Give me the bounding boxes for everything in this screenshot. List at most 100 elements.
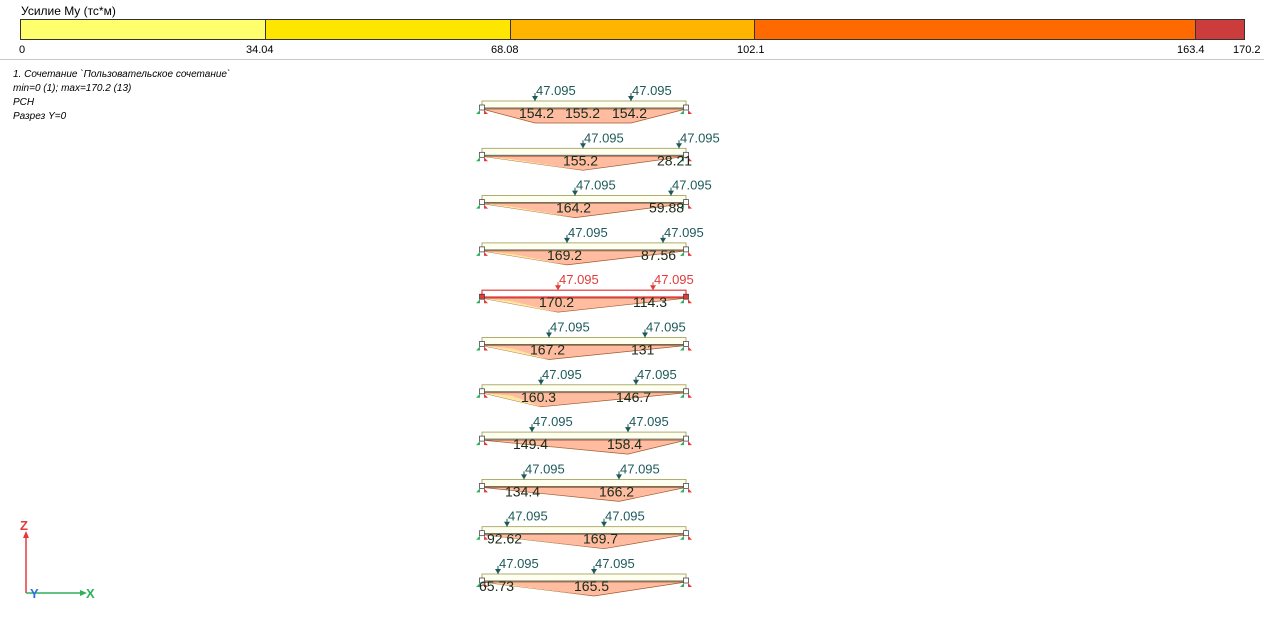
- load-value-label: 47.095: [620, 461, 660, 476]
- moment-value-label: 166.2: [599, 483, 634, 499]
- node-square-icon: [479, 246, 485, 253]
- load-arrow-icon: [591, 569, 597, 574]
- support-icon: [476, 488, 480, 493]
- load-arrow-icon: [628, 96, 634, 101]
- load-value-label: 47.095: [672, 178, 712, 193]
- moment-value-label: 59.88: [649, 200, 684, 216]
- load-value-label: 47.095: [654, 272, 694, 287]
- scale-tick-label: 34.04: [246, 44, 274, 56]
- support-icon: [680, 488, 684, 493]
- support-icon: [484, 110, 488, 114]
- load-arrow-icon: [529, 427, 535, 433]
- x-axis-arrow-icon: [80, 590, 87, 596]
- load-value-label: 47.095: [533, 414, 573, 429]
- support-icon: [680, 204, 684, 209]
- support-icon: [680, 110, 684, 114]
- load-value-label: 47.095: [629, 414, 669, 429]
- support-icon: [484, 583, 488, 587]
- load-value-label: 47.095: [559, 272, 599, 287]
- load-value-label: 47.095: [605, 509, 645, 524]
- support-icon: [688, 583, 692, 587]
- support-icon: [688, 299, 692, 304]
- support-icon: [476, 157, 480, 162]
- load-arrow-icon: [625, 427, 631, 433]
- load-arrow-icon: [532, 96, 538, 101]
- load-value-label: 47.095: [550, 320, 590, 335]
- load-arrow-icon: [495, 569, 501, 574]
- moment-value-label: 155.2: [565, 105, 600, 121]
- node-square-icon: [479, 151, 485, 158]
- node-square-icon: [683, 577, 689, 584]
- axis-triad: Z Y X: [20, 518, 95, 601]
- scale-tick-label: 163.4: [1177, 44, 1205, 56]
- z-axis-label: Z: [20, 518, 28, 533]
- moment-diagram: [481, 108, 687, 124]
- node-square-icon: [683, 435, 689, 442]
- node-square-icon: [479, 104, 485, 111]
- support-icon: [688, 157, 692, 162]
- scale-tick-label: 68.08: [491, 44, 519, 56]
- node-square-icon: [479, 530, 485, 537]
- result-info: 1. Сочетание `Пользовательское сочетание…: [13, 68, 230, 124]
- legend-title: Усилие My (тс*м): [21, 4, 116, 18]
- load-value-label: 47.095: [508, 509, 548, 524]
- support-icon: [688, 535, 692, 540]
- support-icon: [680, 251, 684, 256]
- combination-label: 1. Сочетание `Пользовательское сочетание…: [13, 69, 231, 80]
- moment-diagram-low: [482, 487, 619, 502]
- moment-value-label: 158.4: [607, 436, 642, 452]
- node-square-icon: [683, 483, 689, 489]
- load-value-label: 47.095: [499, 556, 539, 571]
- support-icon: [476, 535, 480, 540]
- support-icon: [476, 583, 480, 587]
- load-arrow-icon: [546, 332, 552, 338]
- node-square-icon: [683, 293, 689, 300]
- y-axis-label: Y: [30, 586, 39, 601]
- load-value-label: 47.095: [595, 556, 635, 571]
- moment-value-label: 155.2: [563, 152, 598, 168]
- node-square-icon: [479, 577, 485, 584]
- support-icon: [688, 204, 692, 209]
- load-arrow-icon: [564, 237, 570, 243]
- beam-element: [481, 337, 687, 345]
- support-icon: [680, 583, 684, 587]
- moment-diagram: [481, 345, 687, 360]
- support-icon: [680, 157, 684, 162]
- scale-tick-label: 102.1: [737, 44, 765, 56]
- support-icon: [688, 251, 692, 256]
- node-square-icon: [683, 388, 689, 395]
- moment-value-label: 87.56: [641, 247, 676, 263]
- load-arrow-icon: [601, 521, 607, 527]
- support-icon: [484, 157, 488, 162]
- moment-value-label: 92.62: [487, 531, 522, 547]
- support-icon: [484, 441, 488, 446]
- node-square-icon: [479, 483, 485, 489]
- moment-value-label: 149.4: [513, 436, 548, 452]
- moment-value-label: 169.2: [547, 247, 582, 263]
- support-icon: [484, 204, 488, 209]
- node-square-icon: [479, 341, 485, 347]
- section-label: Разрез Y=0: [13, 111, 67, 122]
- moment-value-label: 160.3: [521, 389, 556, 405]
- support-icon: [484, 299, 488, 304]
- scale-tick-label: 170.2: [1233, 44, 1261, 56]
- support-icon: [476, 299, 480, 304]
- moment-value-label: 169.7: [583, 531, 618, 547]
- support-icon: [484, 488, 488, 493]
- load-value-label: 47.095: [632, 83, 672, 98]
- node-square-icon: [479, 435, 485, 442]
- load-arrow-icon: [616, 474, 622, 480]
- moment-diagram-low: [482, 250, 567, 265]
- support-icon: [680, 441, 684, 446]
- moment-diagram-low: [482, 203, 575, 218]
- load-value-label: 47.095: [664, 225, 704, 240]
- beam-element: [481, 384, 687, 393]
- support-icon: [476, 204, 480, 209]
- load-value-label: 47.095: [525, 461, 565, 476]
- moment-diagram-low: [482, 534, 604, 549]
- load-arrow-icon: [650, 285, 656, 291]
- load-value-label: 47.095: [568, 225, 608, 240]
- load-arrow-icon: [633, 379, 639, 385]
- load-arrow-icon: [676, 143, 682, 149]
